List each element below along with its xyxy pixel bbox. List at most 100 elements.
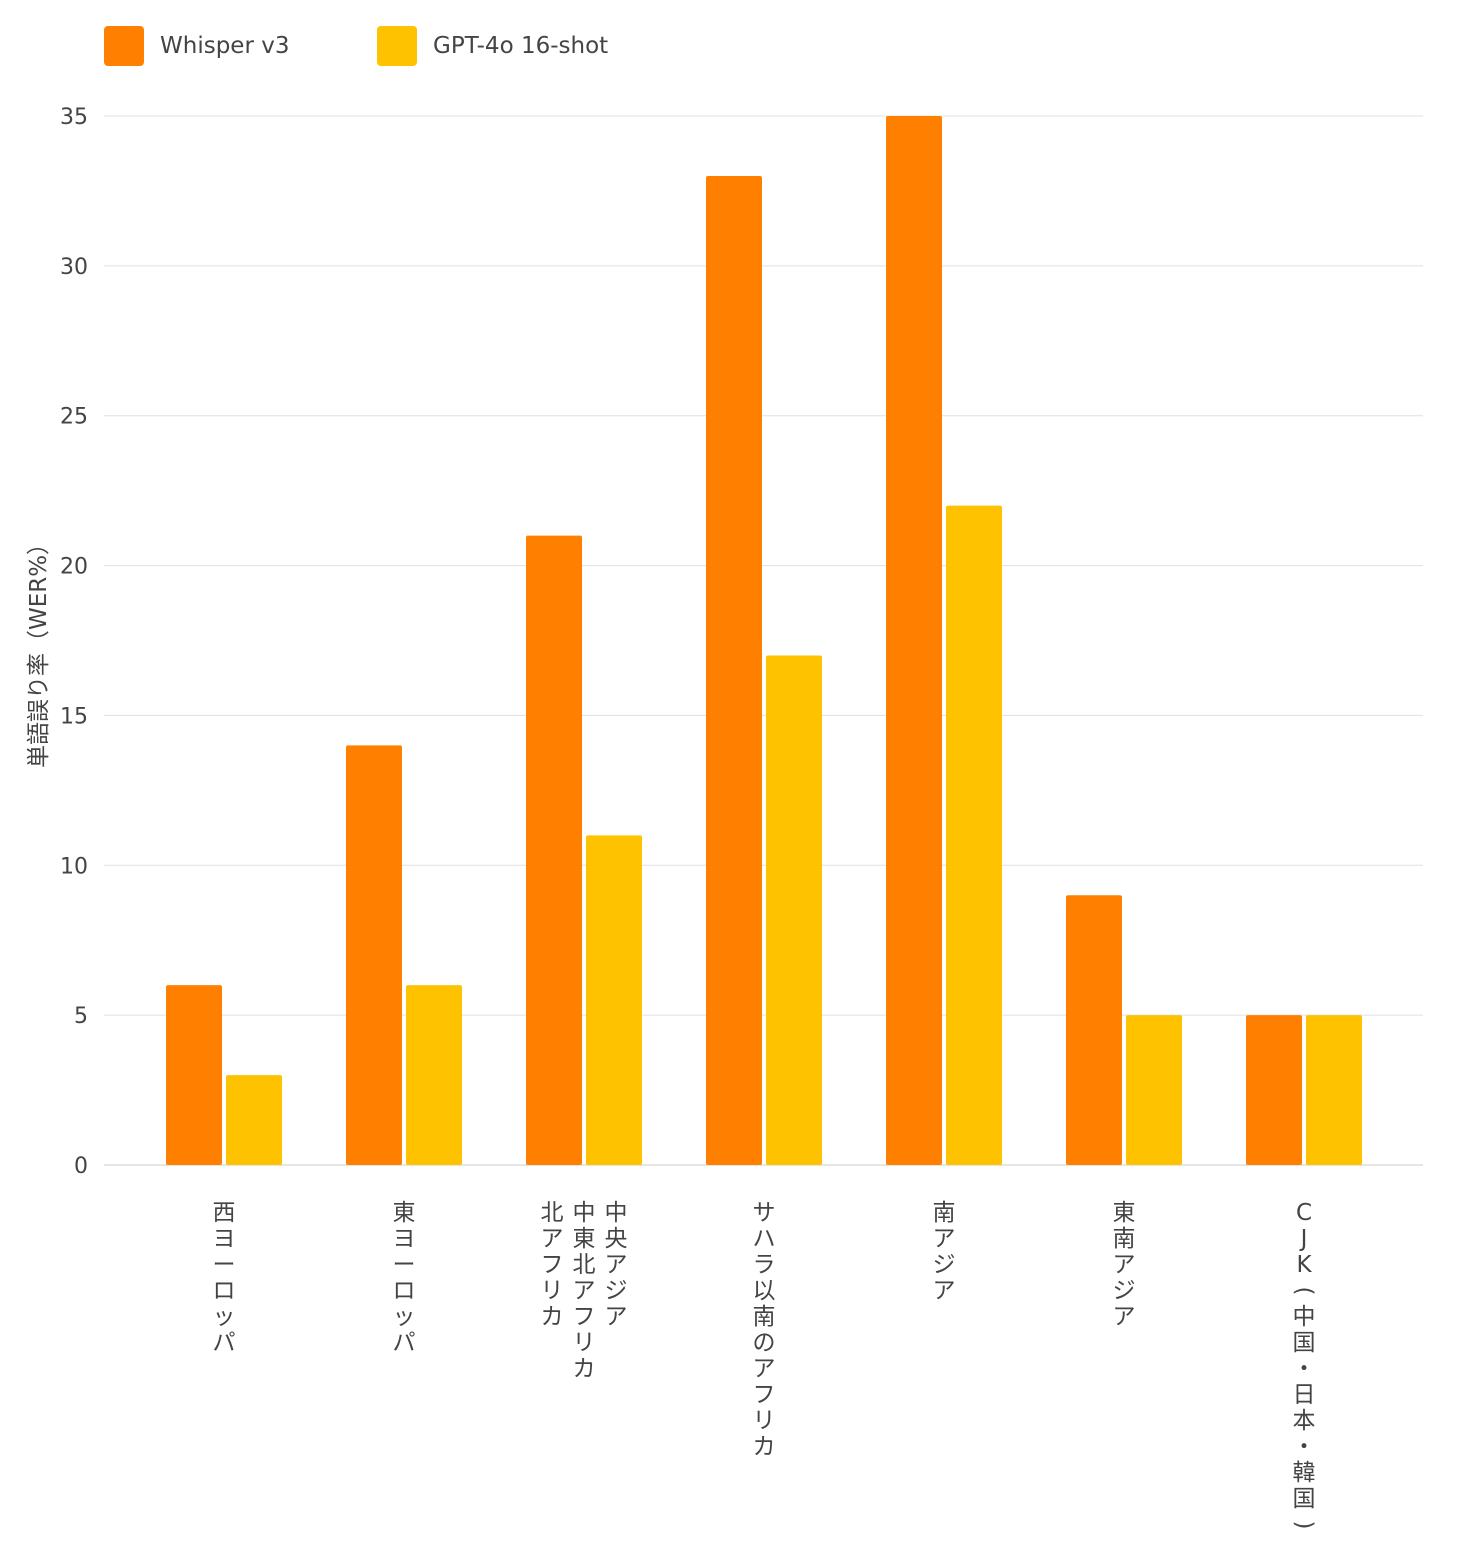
- x-category-char: ア: [753, 1356, 776, 1382]
- bar-whisper-v3[interactable]: [346, 745, 402, 1165]
- x-category-char: 南: [1113, 1226, 1136, 1252]
- legend-swatch-gpt4o: [377, 26, 417, 66]
- x-category-char: フ: [573, 1304, 596, 1330]
- x-category-labels: 西ヨーロッパ東ヨーロッパ中央アジア中東北アフリカ北アフリカサハラ以南のアフリカ南…: [213, 1200, 1318, 1529]
- x-category-char: 東: [1113, 1200, 1136, 1226]
- y-tick-labels: 0 5 10 15 20 25 30 35: [60, 105, 88, 1179]
- x-category-char: ー: [393, 1252, 416, 1278]
- x-category-char: ヨ: [213, 1226, 236, 1252]
- bar-whisper-v3[interactable]: [526, 535, 582, 1165]
- bar-whisper-v3[interactable]: [1066, 895, 1122, 1165]
- x-category-char: カ: [753, 1434, 776, 1460]
- x-category-label: CJK(中国・日本・韓国): [1291, 1200, 1317, 1529]
- bar-gpt4o-16shot[interactable]: [586, 835, 642, 1165]
- bar-gpt4o-16shot[interactable]: [946, 505, 1002, 1166]
- x-category-char: ジ: [1113, 1278, 1136, 1304]
- x-category-char: ッ: [393, 1304, 416, 1330]
- x-category-char: ア: [933, 1278, 956, 1304]
- x-category-char: ロ: [393, 1278, 416, 1304]
- legend-label-whisper: Whisper v3: [160, 33, 290, 59]
- x-category-char: 東: [573, 1226, 596, 1252]
- x-category-char: ヨ: [393, 1226, 416, 1252]
- x-category-char: 南: [933, 1200, 956, 1226]
- x-category-char: リ: [573, 1330, 596, 1356]
- x-category-char: ジ: [605, 1278, 628, 1304]
- x-category-char: ア: [1113, 1304, 1136, 1330]
- x-category-char: リ: [541, 1278, 564, 1304]
- bar-gpt4o-16shot[interactable]: [1306, 1015, 1362, 1165]
- x-category-char: K: [1296, 1252, 1312, 1278]
- bar-whisper-v3[interactable]: [886, 116, 942, 1165]
- bar-whisper-v3[interactable]: [166, 985, 222, 1165]
- x-category-char: ア: [605, 1252, 628, 1278]
- x-category-char: ッ: [213, 1304, 236, 1330]
- y-tick-label: 0: [74, 1154, 88, 1179]
- y-tick-label: 30: [60, 255, 88, 280]
- bar-gpt4o-16shot[interactable]: [766, 655, 822, 1165]
- x-category-char: ー: [213, 1252, 236, 1278]
- x-category-char: ・: [1293, 1434, 1316, 1460]
- bar-gpt4o-16shot[interactable]: [406, 985, 462, 1165]
- y-tick-label: 5: [74, 1004, 88, 1029]
- y-tick-label: 25: [60, 405, 88, 430]
- x-category-char: ジ: [933, 1252, 956, 1278]
- x-category-char: 東: [393, 1200, 416, 1226]
- x-category-char: パ: [393, 1330, 416, 1356]
- x-category-char: フ: [753, 1382, 776, 1408]
- x-category-char: C: [1296, 1200, 1312, 1226]
- x-category-char: 日: [1293, 1382, 1316, 1408]
- y-axis-title: 単語誤り率（WER%）: [26, 532, 52, 768]
- x-category-char: ア: [605, 1304, 628, 1330]
- legend-label-gpt4o: GPT-4o 16-shot: [433, 33, 609, 59]
- x-category-char: ハ: [753, 1226, 776, 1252]
- x-category-char: ラ: [753, 1252, 776, 1278]
- x-category-char: ): [1291, 1521, 1317, 1530]
- x-category-char: 以: [753, 1278, 776, 1304]
- x-category-char: ア: [573, 1278, 596, 1304]
- x-category-char: ア: [541, 1226, 564, 1252]
- x-category-char: 中: [573, 1200, 596, 1226]
- x-category-char: ア: [1113, 1252, 1136, 1278]
- x-category-char: 韓: [1293, 1460, 1316, 1486]
- x-category-char: サ: [753, 1200, 776, 1226]
- x-category-char: ・: [1293, 1356, 1316, 1382]
- x-category-char: リ: [753, 1408, 776, 1434]
- x-category-char: の: [753, 1330, 776, 1356]
- x-category-char: ロ: [213, 1278, 236, 1304]
- y-tick-label: 20: [60, 555, 88, 580]
- x-category-char: J: [1299, 1226, 1308, 1252]
- x-category-char: (: [1291, 1287, 1317, 1296]
- x-category-char: 本: [1293, 1408, 1316, 1434]
- y-tick-label: 15: [60, 704, 88, 729]
- bar-whisper-v3[interactable]: [706, 175, 762, 1165]
- bar-whisper-v3[interactable]: [1246, 1015, 1302, 1165]
- x-category-char: パ: [213, 1330, 236, 1356]
- x-category-char: 南: [753, 1304, 776, 1330]
- bars: [166, 116, 1362, 1166]
- x-category-char: 中: [605, 1200, 628, 1226]
- y-tick-label: 10: [60, 854, 88, 879]
- y-tick-label: 35: [60, 105, 88, 130]
- x-category-char: ア: [933, 1226, 956, 1252]
- x-category-char: 北: [573, 1252, 596, 1278]
- grid-lines: [104, 115, 1423, 1166]
- x-category-char: 央: [605, 1226, 628, 1252]
- x-category-char: 国: [1293, 1330, 1316, 1356]
- bar-gpt4o-16shot[interactable]: [1126, 1015, 1182, 1165]
- legend-swatch-whisper: [104, 26, 144, 66]
- bar-gpt4o-16shot[interactable]: [226, 1075, 282, 1165]
- x-category-char: 北: [541, 1200, 564, 1226]
- x-category-char: カ: [541, 1304, 564, 1330]
- x-category-char: 西: [213, 1200, 236, 1226]
- x-category-char: 国: [1293, 1486, 1316, 1512]
- x-category-char: フ: [541, 1252, 564, 1278]
- x-category-char: 中: [1293, 1304, 1316, 1330]
- x-category-char: カ: [573, 1356, 596, 1382]
